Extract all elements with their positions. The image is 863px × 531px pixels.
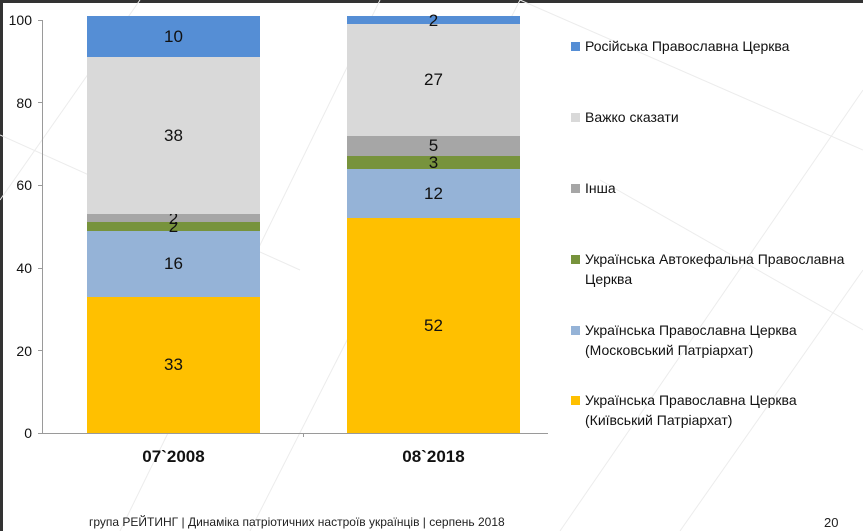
legend-swatch (571, 42, 580, 51)
legend-swatch (571, 184, 580, 193)
legend-label: Інша (585, 180, 616, 196)
data-label: 12 (424, 183, 443, 203)
y-tick-label: 100 (8, 12, 32, 28)
bar-segment: 16 (87, 230, 260, 297)
slide-border-top (0, 0, 863, 3)
bar-segment: 2 (87, 218, 260, 235)
legend-swatch (571, 396, 580, 405)
data-label: 33 (164, 355, 183, 375)
data-label: 5 (428, 136, 439, 156)
data-label: 52 (424, 316, 443, 336)
legend-swatch (571, 113, 580, 122)
y-tick-label: 40 (16, 260, 32, 276)
data-label: 16 (164, 254, 183, 274)
slide-footer: група РЕЙТИНГ | Динаміка патріотичних на… (89, 515, 505, 529)
y-tick (38, 102, 42, 103)
y-tick (38, 20, 42, 21)
bar-segment: 10 (87, 15, 260, 58)
bar-segment: 33 (87, 296, 260, 433)
bar-segment: 38 (87, 57, 260, 215)
legend-swatch (571, 326, 580, 335)
bar-08-2018: 52 12 3 5 27 2 (347, 12, 520, 433)
legend-label: Українська Автокефальна Православна Церкв… (585, 251, 845, 287)
y-tick (38, 350, 42, 351)
legend-swatch (571, 255, 580, 264)
data-label: 3 (428, 153, 439, 172)
x-axis (42, 433, 548, 434)
y-tick (38, 185, 42, 186)
bar-segment: 27 (347, 24, 520, 136)
data-label: 2 (168, 208, 179, 228)
data-label: 38 (164, 126, 183, 146)
y-tick (38, 268, 42, 269)
data-label: 10 (164, 27, 183, 47)
y-tick-label: 0 (24, 425, 32, 441)
slide-border-left (0, 0, 3, 531)
x-category-label: 07`2008 (142, 447, 205, 466)
legend-label: Українська Православна Церква (Київський … (585, 392, 797, 428)
y-tick-label: 80 (16, 95, 32, 111)
bar-segment: 5 (347, 135, 520, 157)
bar-segment: 2 (87, 210, 260, 227)
legend-label: Українська Православна Церква (Московськи… (585, 322, 797, 358)
page-number: 20 (824, 515, 839, 530)
data-label: 2 (168, 217, 179, 237)
legend-label: Важко сказати (585, 109, 679, 125)
bar-segment: 2 (347, 12, 520, 29)
bar-07-2008: 33 16 2 2 38 10 (87, 15, 260, 433)
y-axis (42, 20, 43, 434)
bar-segment: 52 (347, 218, 520, 433)
bar-segment: 3 (347, 153, 520, 172)
y-tick-label: 20 (16, 343, 32, 359)
bar-segment: 12 (347, 168, 520, 219)
x-category-label: 08`2018 (402, 447, 465, 466)
x-tick (303, 433, 304, 437)
legend-label: Російська Православна Церква (585, 38, 790, 54)
y-tick (38, 433, 42, 434)
data-label: 27 (424, 70, 443, 90)
y-tick-label: 60 (16, 177, 32, 193)
data-label: 2 (428, 10, 439, 30)
